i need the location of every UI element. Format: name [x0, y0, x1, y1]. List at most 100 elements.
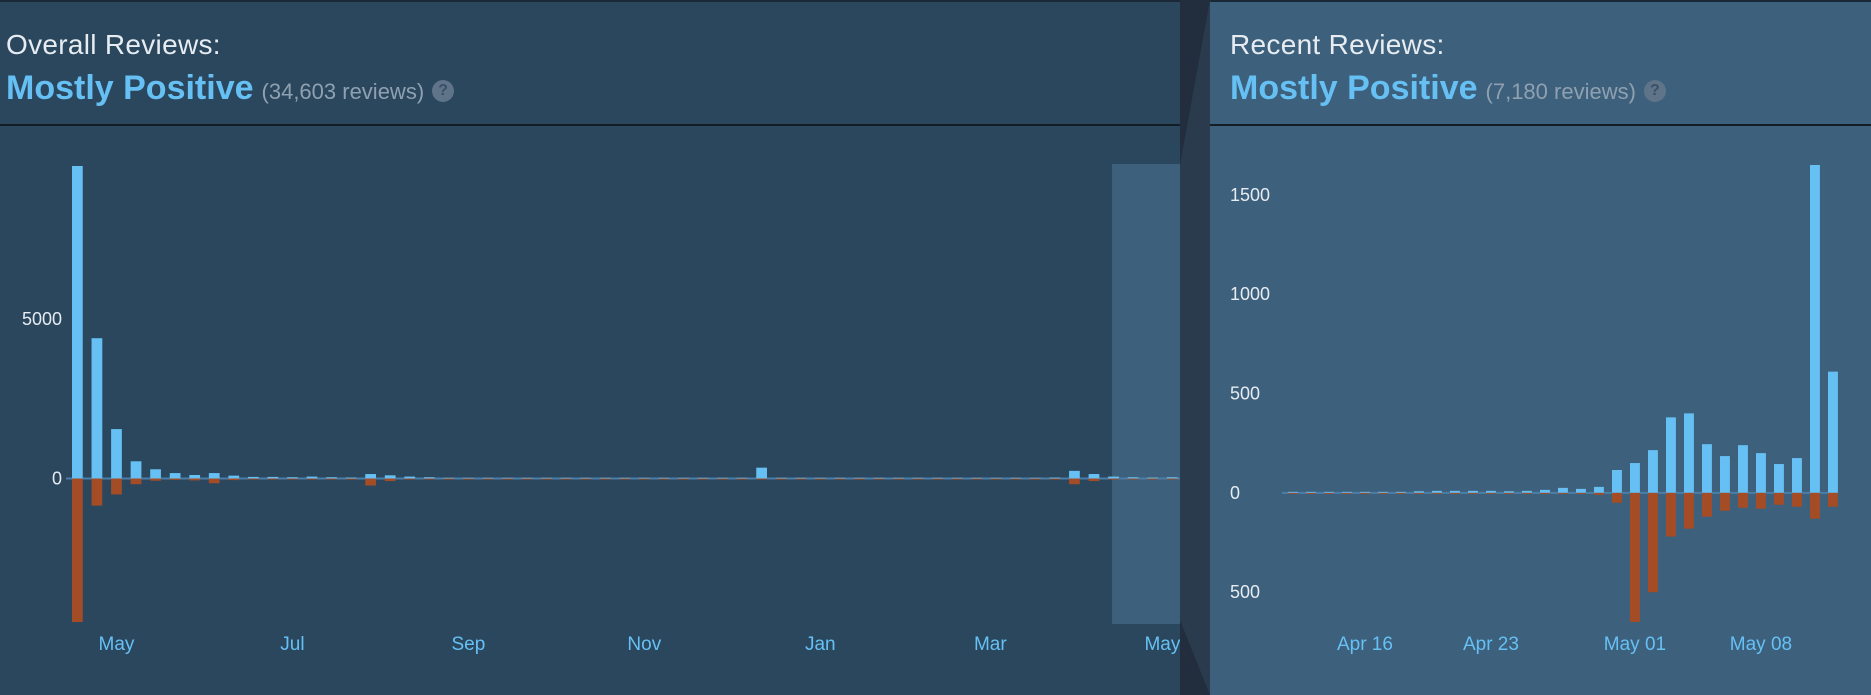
negative-bar[interactable] [1486, 492, 1496, 494]
positive-bar[interactable] [404, 476, 416, 479]
negative-bar[interactable] [658, 478, 670, 480]
negative-bar[interactable] [1774, 492, 1784, 505]
negative-bar[interactable] [736, 478, 748, 480]
negative-bar[interactable] [1540, 492, 1550, 494]
negative-bar[interactable] [1522, 492, 1532, 494]
negative-bar[interactable] [208, 478, 220, 484]
negative-bar[interactable] [1360, 492, 1370, 494]
negative-bar[interactable] [482, 478, 494, 480]
positive-bar[interactable] [1612, 469, 1622, 493]
negative-bar[interactable] [1666, 492, 1676, 537]
negative-bar[interactable] [1756, 492, 1766, 509]
positive-bar[interactable] [306, 476, 318, 479]
positive-bar[interactable] [91, 338, 103, 479]
positive-bar[interactable] [678, 477, 689, 479]
negative-bar[interactable] [814, 478, 826, 480]
negative-bar[interactable] [990, 478, 1002, 480]
positive-bar[interactable] [326, 477, 337, 479]
positive-bar[interactable] [775, 477, 787, 479]
negative-bar[interactable] [1684, 492, 1694, 529]
negative-bar[interactable] [423, 478, 435, 480]
negative-bar[interactable] [1594, 492, 1604, 495]
positive-bar[interactable] [1576, 488, 1586, 493]
positive-bar[interactable] [1342, 491, 1352, 493]
positive-bar[interactable] [756, 467, 768, 479]
negative-bar[interactable] [247, 478, 259, 480]
negative-bar[interactable] [404, 478, 416, 480]
negative-bar[interactable] [1029, 478, 1041, 480]
negative-bar[interactable] [717, 478, 728, 480]
positive-bar[interactable] [463, 477, 474, 479]
positive-bar[interactable] [541, 477, 552, 479]
positive-bar[interactable] [1792, 458, 1802, 493]
positive-bar[interactable] [111, 429, 122, 479]
negative-bar[interactable] [169, 478, 181, 480]
positive-bar[interactable] [1147, 477, 1159, 479]
negative-bar[interactable] [1468, 492, 1478, 494]
positive-bar[interactable] [1468, 490, 1478, 493]
recent-review-summary[interactable]: Mostly Positive [1230, 69, 1478, 107]
positive-bar[interactable] [287, 477, 298, 479]
positive-bar[interactable] [345, 477, 357, 479]
positive-bar[interactable] [834, 477, 846, 479]
negative-bar[interactable] [893, 478, 904, 480]
negative-bar[interactable] [384, 478, 396, 482]
positive-bar[interactable] [854, 477, 865, 479]
negative-bar[interactable] [1576, 492, 1586, 494]
negative-bar[interactable] [306, 478, 318, 480]
positive-bar[interactable] [697, 477, 709, 479]
positive-bar[interactable] [1522, 490, 1532, 493]
positive-bar[interactable] [560, 477, 572, 479]
negative-bar[interactable] [1648, 492, 1658, 593]
positive-bar[interactable] [932, 477, 943, 479]
negative-bar[interactable] [599, 478, 611, 480]
positive-bar[interactable] [1288, 491, 1298, 493]
positive-bar[interactable] [873, 477, 885, 479]
positive-bar[interactable] [795, 477, 807, 479]
positive-bar[interactable] [1594, 486, 1604, 493]
negative-bar[interactable] [1288, 492, 1298, 494]
positive-bar[interactable] [1540, 489, 1550, 493]
negative-bar[interactable] [287, 478, 298, 480]
negative-bar[interactable] [795, 478, 807, 480]
positive-bar[interactable] [1450, 490, 1460, 493]
negative-bar[interactable] [971, 478, 983, 480]
positive-bar[interactable] [912, 477, 924, 479]
negative-bar[interactable] [365, 478, 377, 486]
positive-bar[interactable] [423, 477, 435, 479]
positive-bar[interactable] [658, 477, 670, 479]
negative-bar[interactable] [1504, 492, 1514, 494]
positive-bar[interactable] [1396, 491, 1406, 493]
negative-bar[interactable] [1630, 492, 1640, 622]
negative-bar[interactable] [1049, 478, 1061, 480]
negative-bar[interactable] [111, 478, 122, 495]
positive-bar[interactable] [267, 476, 279, 479]
negative-bar[interactable] [580, 478, 592, 480]
positive-bar[interactable] [228, 475, 240, 479]
positive-bar[interactable] [1810, 165, 1820, 493]
negative-bar[interactable] [228, 478, 240, 481]
negative-bar[interactable] [463, 478, 474, 480]
positive-bar[interactable] [247, 476, 259, 479]
positive-bar[interactable] [130, 461, 142, 479]
positive-bar[interactable] [1378, 491, 1388, 493]
negative-bar[interactable] [1324, 492, 1334, 494]
negative-bar[interactable] [189, 478, 201, 481]
negative-bar[interactable] [1792, 492, 1802, 507]
positive-bar[interactable] [1828, 371, 1838, 493]
negative-bar[interactable] [326, 478, 337, 480]
negative-bar[interactable] [1612, 492, 1622, 503]
positive-bar[interactable] [1756, 453, 1766, 493]
positive-bar[interactable] [482, 477, 494, 479]
negative-bar[interactable] [1342, 492, 1352, 494]
positive-bar[interactable] [1486, 490, 1496, 493]
negative-bar[interactable] [697, 478, 709, 480]
negative-bar[interactable] [619, 478, 631, 480]
positive-bar[interactable] [893, 477, 904, 479]
positive-bar[interactable] [443, 477, 455, 479]
negative-bar[interactable] [638, 478, 650, 480]
positive-bar[interactable] [1684, 413, 1694, 493]
positive-bar[interactable] [990, 477, 1002, 479]
negative-bar[interactable] [560, 478, 572, 480]
positive-bar[interactable] [1504, 491, 1514, 493]
